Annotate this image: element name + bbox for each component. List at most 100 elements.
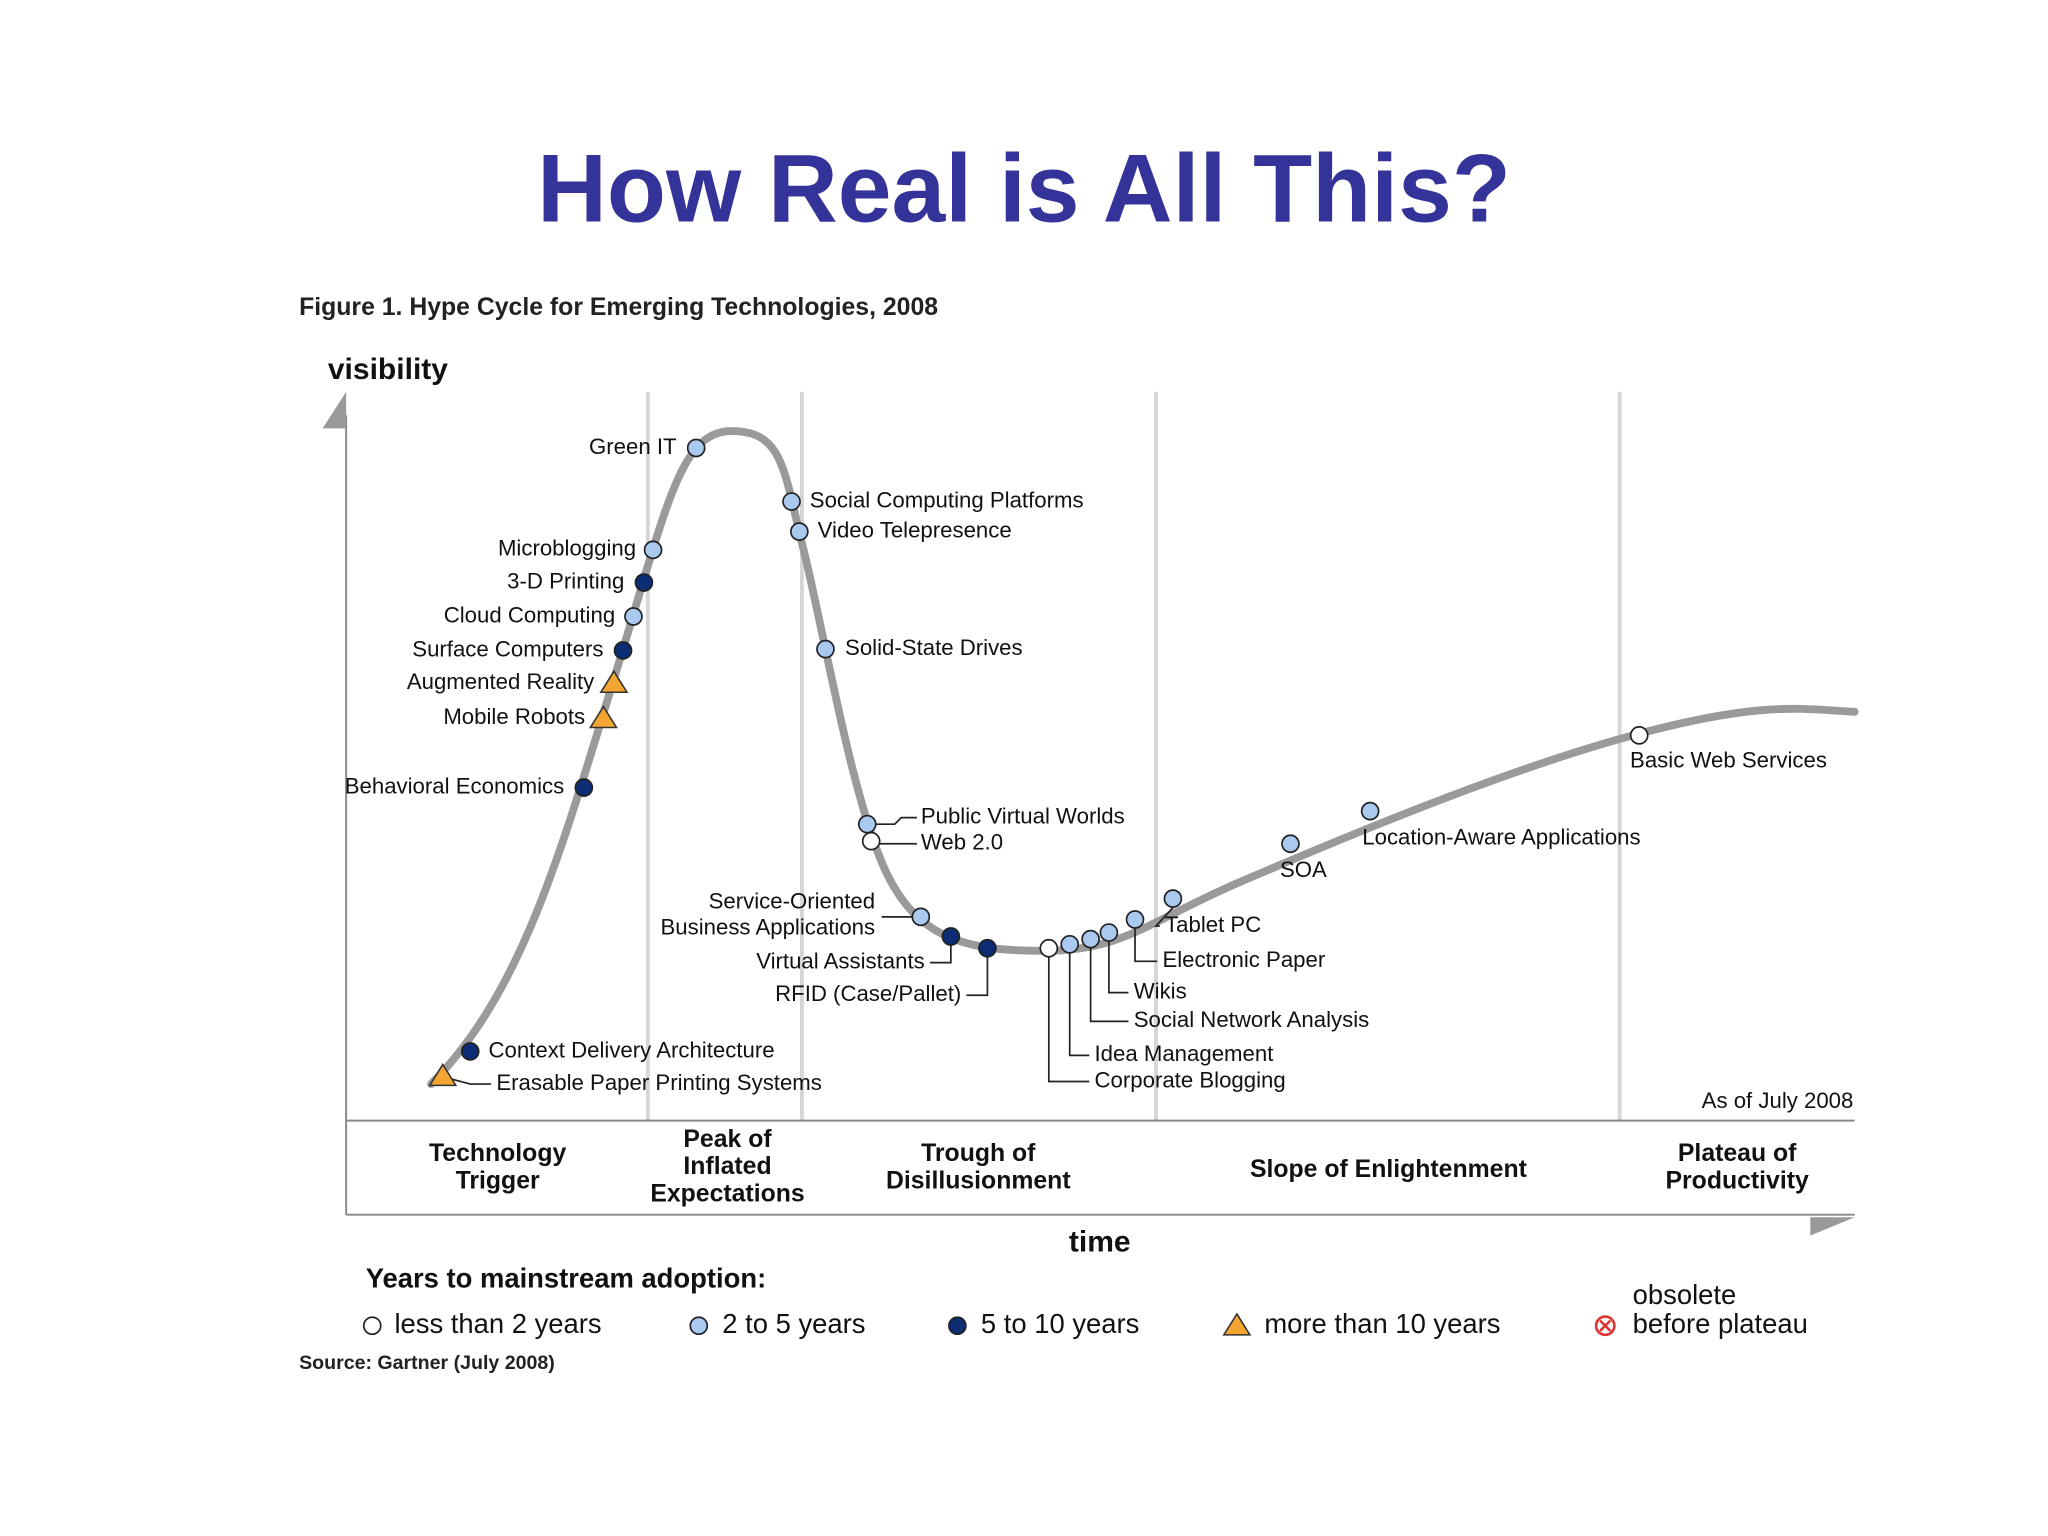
legend: less than 2 years 2 to 5 years 5 to 10 yea… — [362, 1279, 1808, 1339]
phase-label: Disillusionment — [886, 1168, 1071, 1195]
marker — [1629, 726, 1649, 745]
tech-label: Context Delivery Architecture — [488, 1037, 774, 1062]
tech-label: Business Applications — [660, 915, 875, 940]
phase-label: Expectations — [650, 1181, 804, 1208]
legend-label: more than 10 years — [1264, 1308, 1500, 1339]
phase-label: Trough of — [921, 1140, 1036, 1167]
tech-label: Corporate Blogging — [1095, 1067, 1286, 1092]
tech-label: Solid-State Drives — [845, 635, 1023, 660]
tech-label: Wikis — [1134, 979, 1187, 1004]
tech-label: Public Virtual Worlds — [921, 803, 1125, 828]
marker — [1125, 910, 1145, 929]
marker — [948, 1316, 967, 1336]
marker — [624, 607, 643, 626]
tech-label: Behavioral Economics — [345, 773, 565, 798]
phase-label: Plateau of — [1678, 1140, 1797, 1167]
tech-label: SOA — [1280, 857, 1327, 882]
marker — [599, 669, 629, 694]
leader-line — [867, 816, 917, 826]
marker — [1281, 834, 1300, 854]
phase-label: Inflated — [683, 1153, 771, 1180]
marker — [1360, 801, 1380, 821]
marker — [1163, 889, 1183, 908]
tech-label: Virtual Assistants — [756, 948, 925, 973]
tech-label: Augmented Reality — [407, 669, 595, 694]
marker — [978, 938, 997, 958]
tech-label: Web 2.0 — [921, 830, 1003, 855]
marker — [588, 705, 618, 729]
tech-label: Mobile Robots — [443, 704, 585, 729]
tech-label: Cloud Computing — [444, 602, 615, 627]
legend-title: Years to mainstream adoption: — [366, 1262, 767, 1293]
legend-label: 5 to 10 years — [981, 1308, 1139, 1339]
leader-line — [450, 1078, 492, 1085]
tech-label: Basic Web Services — [1630, 747, 1827, 772]
source: Source: Gartner (July 2008) — [299, 1352, 555, 1374]
marker — [790, 522, 809, 541]
marker — [689, 1316, 709, 1336]
leader-line — [1108, 941, 1129, 994]
tech-label: Location-Aware Applications — [1362, 824, 1640, 849]
leader-line — [966, 956, 989, 997]
tech-label: Idea Management — [1095, 1041, 1274, 1066]
marker — [816, 639, 835, 659]
marker — [613, 641, 633, 660]
marker — [1222, 1312, 1252, 1336]
marker — [634, 573, 654, 592]
legend-label: before plateau — [1633, 1308, 1808, 1339]
leader-line — [1047, 957, 1090, 1083]
marker — [861, 831, 881, 851]
technologies: Green IT Social Computing Platforms Video … — [345, 434, 1827, 1095]
tech-label: Service-Oriented — [709, 888, 875, 913]
marker — [574, 778, 594, 797]
marker — [643, 540, 663, 560]
marker — [686, 438, 706, 458]
marker — [857, 814, 877, 834]
x-axis-label: time — [1069, 1225, 1131, 1258]
tech-label: RFID (Case/Pallet) — [775, 981, 961, 1006]
phase-label: Productivity — [1665, 1168, 1809, 1195]
y-axis-label: visibility — [328, 353, 448, 386]
marker — [1099, 923, 1119, 942]
tech-label: Microblogging — [498, 536, 636, 561]
leader-line — [1153, 907, 1174, 927]
tech-label: Social Computing Platforms — [810, 487, 1084, 512]
marker — [911, 907, 931, 927]
slide-title: How Real is All This? — [537, 135, 1511, 242]
marker — [1060, 934, 1080, 954]
leader-line — [1089, 948, 1129, 1023]
marker — [782, 492, 801, 511]
figure-caption: Figure 1. Hype Cycle for Emerging Techno… — [299, 294, 938, 321]
tech-label: Electronic Paper — [1162, 947, 1325, 972]
tech-label: Video Telepresence — [818, 517, 1012, 542]
phase-label: Technology — [429, 1140, 567, 1167]
y-arrow — [322, 391, 347, 429]
phase-label: Peak of — [683, 1126, 772, 1153]
tech-label: 3-D Printing — [507, 568, 624, 593]
legend-label: 2 to 5 years — [722, 1308, 865, 1339]
as-of-note: As of July 2008 — [1702, 1088, 1854, 1113]
marker — [362, 1316, 382, 1336]
leader-line — [929, 944, 952, 964]
legend-label: obsolete — [1633, 1279, 1737, 1310]
marker — [941, 927, 961, 946]
marker — [460, 1042, 480, 1061]
legend-label: less than 2 years — [394, 1308, 601, 1339]
leader-line — [1134, 928, 1158, 963]
x-arrow — [1810, 1217, 1855, 1236]
tech-label: Erasable Paper Printing Systems — [496, 1070, 822, 1095]
marker — [428, 1063, 458, 1087]
tech-label: Surface Computers — [412, 636, 603, 661]
phase-label: Trigger — [456, 1168, 540, 1195]
tech-label: Green IT — [589, 434, 677, 459]
leader-line — [1068, 953, 1090, 1057]
marker — [1081, 929, 1100, 949]
marker — [1599, 1319, 1612, 1332]
phase-label: Slope of Enlightenment — [1250, 1156, 1527, 1183]
marker — [1039, 938, 1059, 958]
tech-label: Tablet PC — [1165, 912, 1261, 937]
tech-label: Social Network Analysis — [1134, 1007, 1370, 1032]
